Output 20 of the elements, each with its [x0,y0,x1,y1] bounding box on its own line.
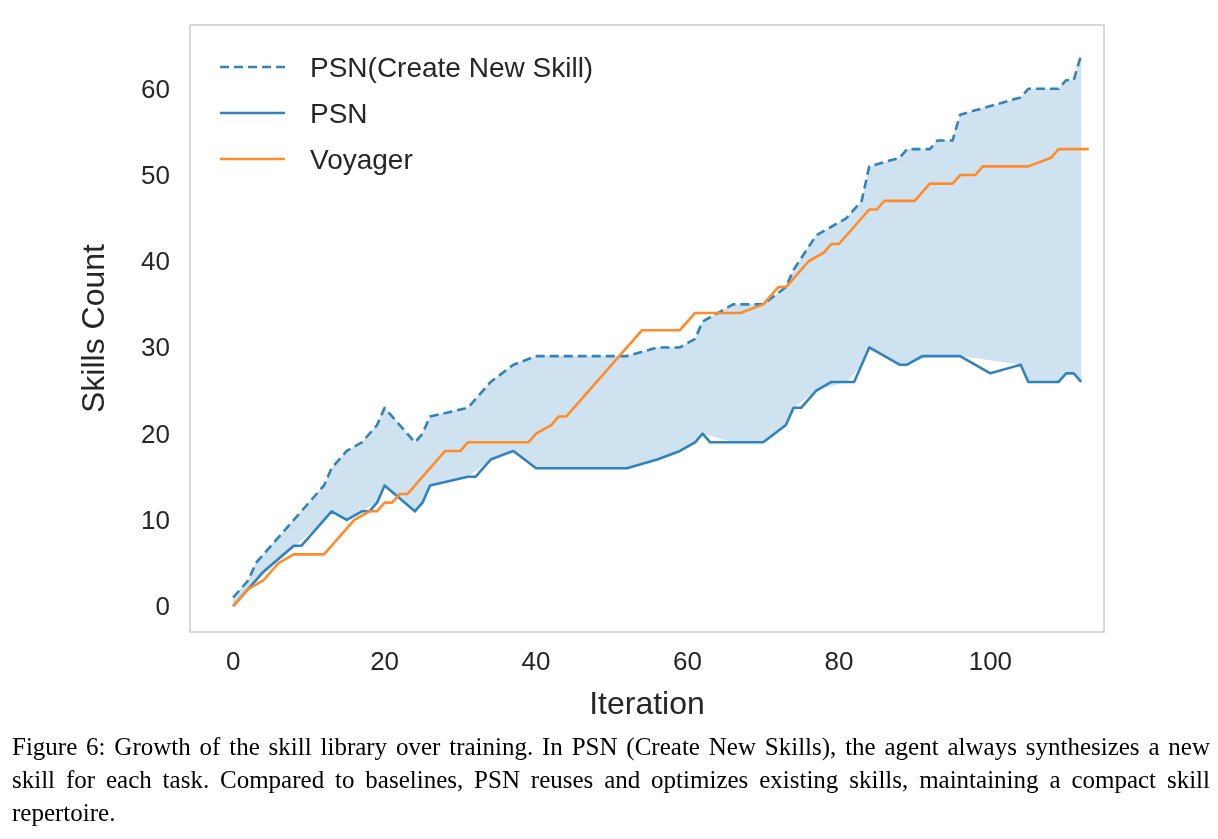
legend-label: PSN(Create New Skill) [310,52,594,83]
line-series [231,147,1091,608]
x-tick-label: 60 [673,646,702,676]
y-tick-label: 30 [141,332,170,363]
y-tick-label: 10 [141,504,170,535]
x-axis-title: Iteration [589,685,705,721]
x-tick-label: 40 [521,646,551,676]
y-tick-label: 20 [141,418,170,449]
y-tick-label: 0 [155,591,170,622]
y-tick-label: 50 [141,160,170,191]
y-tick-label: 40 [141,246,170,277]
x-tick-label: 80 [824,646,854,676]
legend-label: Voyager [310,144,413,175]
y-axis-title: Skills Count [75,243,111,413]
x-tick-label: 20 [370,646,400,676]
y-tick-label: 60 [141,73,170,104]
x-tick-label: 0 [225,646,241,676]
x-tick-label: 100 [968,646,1013,676]
caption: Figure 6: Growth of the skill library over training. In PSN (Create New Skills), the agent always synthesizes a new skill for each task. Compared to baselines, PSN reuses and optimizes existing skills, maintaining a compact skill repertoire. [12,732,1210,828]
legend-label: PSN [310,98,368,129]
